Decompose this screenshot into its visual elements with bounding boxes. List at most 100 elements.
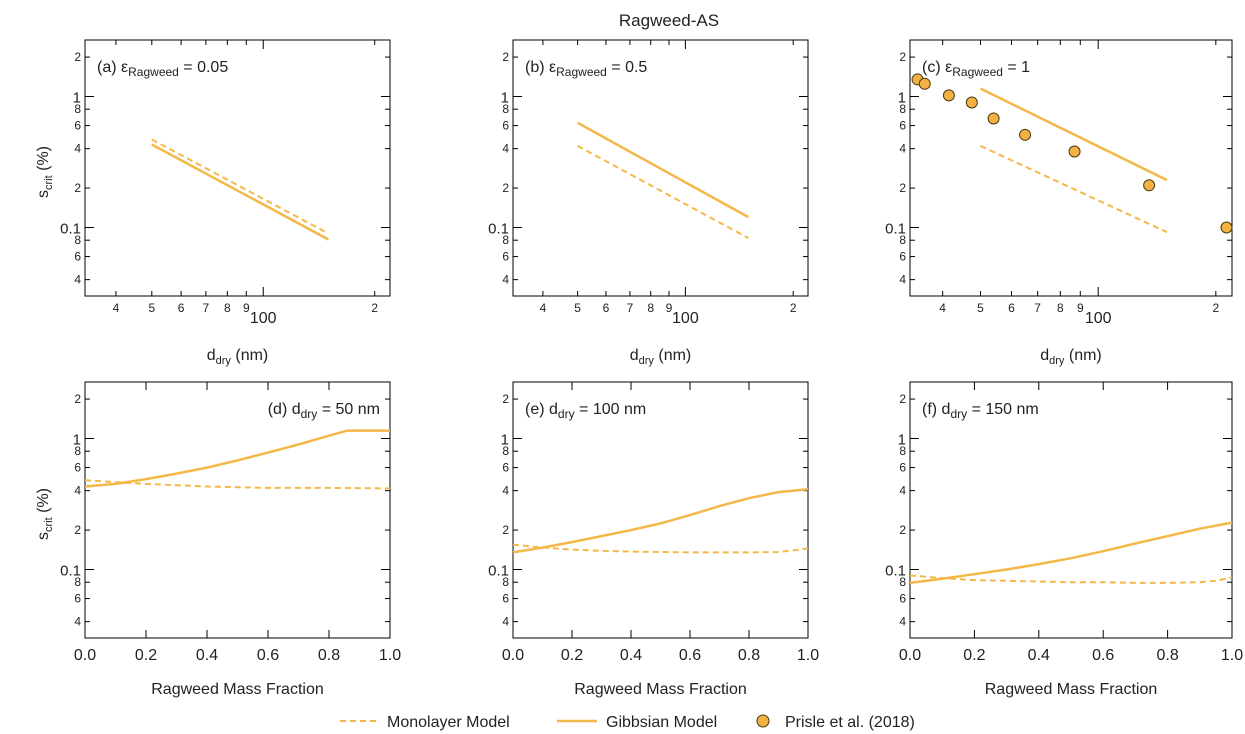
y-tick-label-c: 8 <box>899 102 906 116</box>
ylabel-sub: crit <box>43 175 55 190</box>
x-tick-label-e: 0.4 <box>620 647 642 664</box>
x-tick-label-d: 0.0 <box>74 647 96 664</box>
panel-label-tail: = 1 <box>1003 59 1030 76</box>
panel-label-sub: dry <box>301 407 318 421</box>
gibbsian-line-c <box>979 87 1168 182</box>
y-axis-label-top: scrit (%) <box>35 146 55 198</box>
monolayer-line-f <box>909 574 1233 584</box>
x-tick-label-d: 1.0 <box>379 647 401 664</box>
panel-label-f: (f) ddry = 150 nm <box>922 401 1039 421</box>
x-axis-label-sub: dry <box>639 355 655 367</box>
plot-frame-e <box>512 381 809 639</box>
gibbsian-line-e <box>512 487 809 554</box>
y-tick-label-a: 4 <box>74 273 81 287</box>
y-tick-label-c: 6 <box>899 250 906 264</box>
panel-label-sub: Ragweed <box>952 65 1003 79</box>
panel-label-main: (e) d <box>525 401 558 418</box>
panel-label-sub: dry <box>950 407 967 421</box>
x-axis-label-f: Ragweed Mass Fraction <box>985 681 1158 698</box>
legend: Monolayer Model Gibbsian Model Prisle et… <box>340 714 915 731</box>
y-tick-label-f: 2 <box>899 392 906 406</box>
y-tick-label-e: 4 <box>502 484 509 498</box>
monolayer-line-b <box>577 145 749 239</box>
x-tick-label-d: 0.4 <box>196 647 218 664</box>
x-tick-label-a: 7 <box>203 301 210 315</box>
panel-label-b: (b) εRagweed = 0.5 <box>525 59 647 79</box>
x-axis-label-main: d <box>630 347 639 364</box>
x-tick-label-d: 0.6 <box>257 647 279 664</box>
x-axis-label-unit: (nm) <box>231 347 268 364</box>
y-tick-label-d: 2 <box>74 523 81 537</box>
panel-label-tail: = 100 nm <box>575 401 647 418</box>
x-tick-label-f: 0.6 <box>1092 647 1114 664</box>
gibbsian-line-b <box>576 121 750 219</box>
svg-text:scrit (%): scrit (%) <box>35 146 55 198</box>
legend-data-label: Prisle et al. (2018) <box>785 714 915 731</box>
panel-label-sub: Ragweed <box>128 65 179 79</box>
y-tick-label-e: 4 <box>502 615 509 629</box>
legend-gibbsian-label: Gibbsian Model <box>606 714 717 731</box>
panel-label-tail: = 150 nm <box>967 401 1039 418</box>
y-tick-label-d: 4 <box>74 484 81 498</box>
x-axis-label-sub: dry <box>216 355 232 367</box>
panel-label-sub: Ragweed <box>556 65 607 79</box>
y-tick-label-f: 4 <box>899 484 906 498</box>
y-tick-label-d: 2 <box>74 392 81 406</box>
x-tick-label-d: 0.8 <box>318 647 340 664</box>
y-axis-label-bottom: scrit (%) <box>35 488 55 540</box>
y-tick-label-b: 2 <box>502 50 509 64</box>
panel-label-main: (f) d <box>922 401 950 418</box>
panel-label-tail: = 0.05 <box>179 59 228 76</box>
x-tick-label-a: 8 <box>224 301 231 315</box>
x-tick-label-b: 4 <box>540 301 547 315</box>
y-tick-label-e: 1 <box>501 432 509 449</box>
x-tick-label-e: 0.8 <box>738 647 760 664</box>
panel-label-tail: = 0.5 <box>607 59 648 76</box>
y-tick-label-a: 0.1 <box>60 221 81 238</box>
x-tick-label-f: 0.4 <box>1028 647 1050 664</box>
y-tick-label-a: 1 <box>73 90 81 107</box>
figure-title: Ragweed-AS <box>619 11 719 30</box>
y-tick-label-a: 2 <box>74 50 81 64</box>
x-tick-label-b: 2 <box>790 301 797 315</box>
panel-e: 4 6 8 2 4 6 8 2 0.1 1 0.0 0.2 0.4 0.6 0.8 1.0 Ragweed Ma… <box>488 381 819 698</box>
legend-monolayer-label: Monolayer Model <box>387 714 510 731</box>
panel-label-d: (d) ddry = 50 nm <box>268 401 380 421</box>
y-tick-label-c: 1 <box>898 90 906 107</box>
y-tick-label-d: 8 <box>74 444 81 458</box>
x-tick-label-b: 5 <box>574 301 581 315</box>
y-tick-label-d: 4 <box>74 615 81 629</box>
x-tick-label-c: 100 <box>1085 310 1112 327</box>
x-axis-label-b: ddry (nm) <box>630 347 692 367</box>
x-axis-label-unit: (nm) <box>654 347 691 364</box>
x-tick-label-e: 0.2 <box>561 647 583 664</box>
monolayer-line-d <box>84 479 391 490</box>
panel-label-e: (e) ddry = 100 nm <box>525 401 646 421</box>
x-tick-label-f: 1.0 <box>1221 647 1243 664</box>
y-tick-label-d: 0.1 <box>60 563 81 580</box>
y-tick-label-a: 2 <box>74 181 81 195</box>
y-tick-label-f: 0.1 <box>885 563 906 580</box>
y-tick-label-b: 8 <box>502 102 509 116</box>
svg-text:scrit (%): scrit (%) <box>35 488 55 540</box>
x-tick-label-c: 7 <box>1034 301 1041 315</box>
x-tick-label-c: 6 <box>1008 301 1015 315</box>
y-tick-label-b: 4 <box>502 142 509 156</box>
x-axis-label-unit: (nm) <box>1064 347 1101 364</box>
x-tick-label-c: 5 <box>977 301 984 315</box>
y-tick-label-f: 6 <box>899 461 906 475</box>
y-tick-label-e: 2 <box>502 523 509 537</box>
x-tick-label-e: 1.0 <box>797 647 819 664</box>
data-point-c <box>1220 221 1233 234</box>
y-tick-label-f: 2 <box>899 523 906 537</box>
y-tick-label-b: 6 <box>502 119 509 133</box>
x-tick-label-b: 9 <box>666 301 673 315</box>
y-tick-label-d: 1 <box>73 432 81 449</box>
x-tick-label-e: 0.6 <box>679 647 701 664</box>
y-tick-label-e: 0.1 <box>488 563 509 580</box>
y-tick-label-e: 8 <box>502 575 509 589</box>
y-tick-label-c: 0.1 <box>885 221 906 238</box>
x-tick-label-a: 6 <box>178 301 185 315</box>
